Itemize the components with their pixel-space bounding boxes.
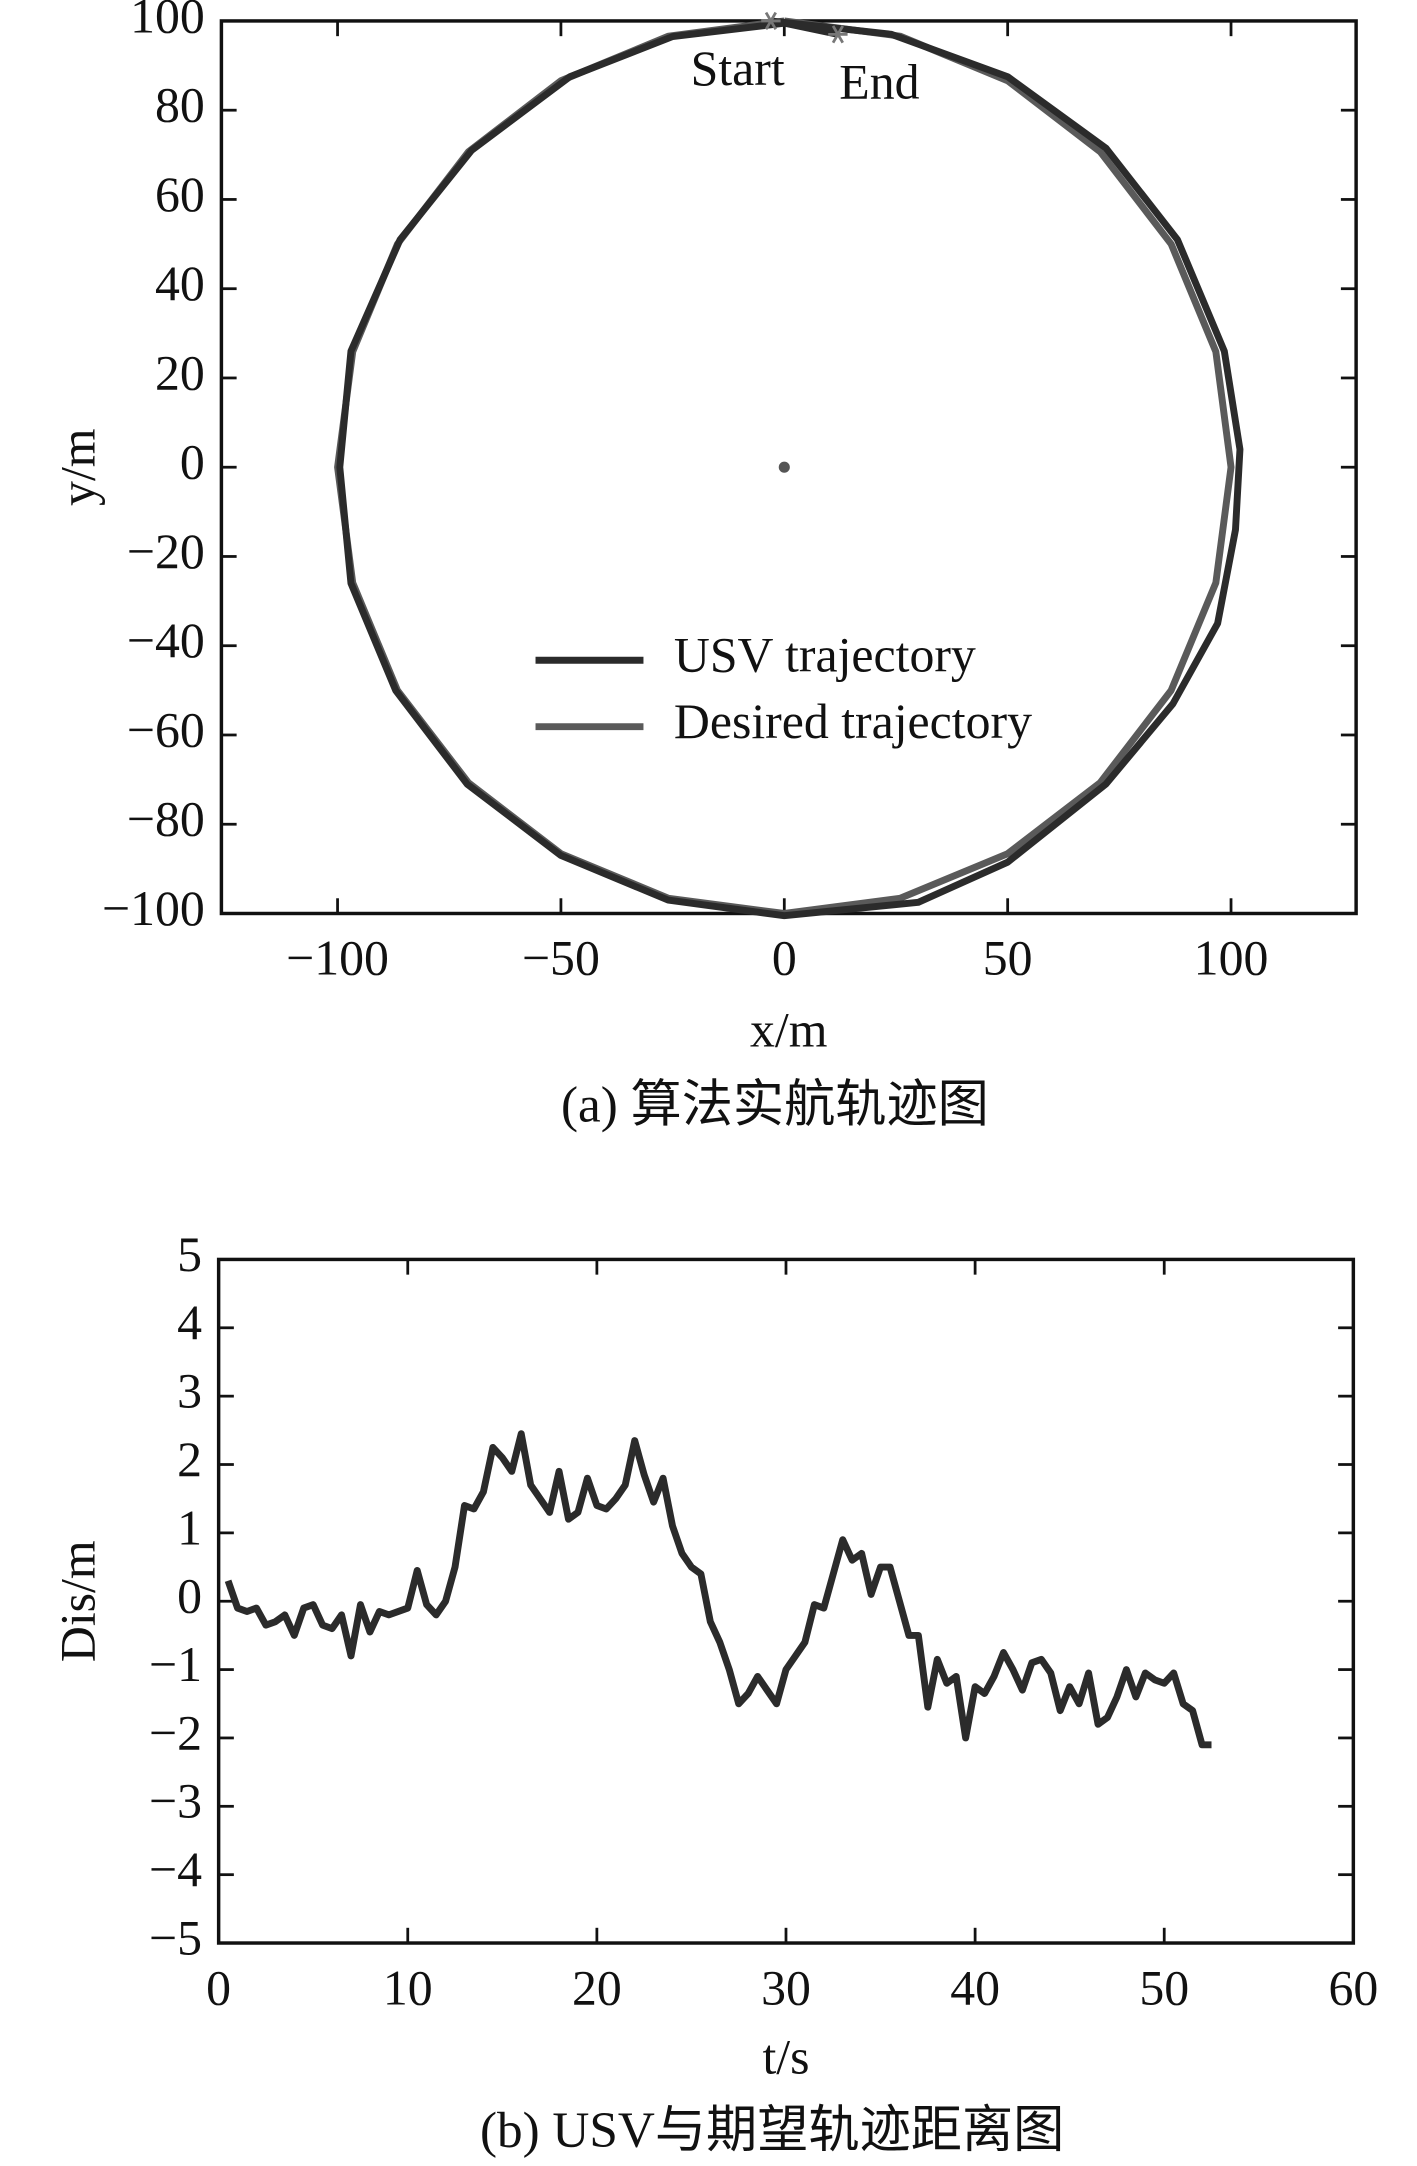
y-tick-label: 0 — [180, 435, 205, 490]
x-tick-label: 0 — [206, 1960, 231, 2015]
y-axis-label: y/m — [50, 428, 105, 505]
y-tick-label: −100 — [102, 881, 205, 936]
center-point — [778, 461, 790, 473]
point-marker — [761, 11, 781, 31]
y-tick-label: −80 — [127, 792, 205, 847]
annotation: End — [839, 54, 919, 109]
y-tick-label: −3 — [149, 1774, 202, 1829]
x-tick-label: −100 — [286, 931, 389, 986]
legend-label: USV trajectory — [674, 628, 976, 683]
x-tick-label: 60 — [1328, 1960, 1378, 2015]
x-tick-label: 50 — [983, 931, 1033, 986]
x-tick-label: 50 — [1139, 1960, 1189, 2015]
x-tick-label: 20 — [572, 1960, 622, 2015]
y-tick-label: −5 — [149, 1910, 202, 1965]
y-tick-label: 0 — [177, 1569, 202, 1624]
y-tick-label: −1 — [149, 1637, 202, 1692]
y-tick-label: −2 — [149, 1705, 202, 1760]
x-tick-label: 10 — [383, 1960, 433, 2015]
point-marker — [828, 25, 848, 44]
y-tick-label: −4 — [149, 1842, 202, 1897]
x-tick-label: −50 — [522, 931, 600, 986]
y-tick-label: 40 — [155, 256, 205, 311]
y-tick-label: 100 — [130, 0, 205, 43]
distance-line — [224, 1430, 1212, 1749]
y-tick-label: 5 — [177, 1227, 202, 1282]
x-axis-label: x/m — [750, 1003, 827, 1058]
y-axis-label: Dis/m — [50, 1540, 105, 1662]
y-tick-label: 80 — [155, 78, 205, 133]
annotation: Start — [691, 41, 785, 96]
plot-frame — [216, 1257, 1356, 1945]
y-tick-label: 3 — [177, 1364, 202, 1419]
x-tick-label: 40 — [950, 1960, 1000, 2015]
y-tick-label: 1 — [177, 1500, 202, 1555]
x-tick-label: 100 — [1194, 931, 1269, 986]
y-tick-label: 4 — [177, 1295, 202, 1350]
y-tick-label: −40 — [127, 613, 205, 668]
caption: (a) 算法实航轨迹图 — [561, 1077, 989, 1134]
x-tick-label: 30 — [761, 1960, 811, 2015]
y-tick-label: −60 — [127, 702, 205, 757]
caption: (b) USV与期望轨迹距离图 — [480, 2102, 1064, 2159]
trajectory-line — [336, 17, 1244, 920]
y-tick-label: 2 — [177, 1432, 202, 1487]
x-tick-label: 0 — [772, 931, 797, 986]
y-tick-label: −20 — [127, 524, 205, 579]
y-tick-label: 20 — [155, 345, 205, 400]
x-axis-label: t/s — [762, 2029, 809, 2084]
legend-label: Desired trajectory — [674, 694, 1032, 749]
y-tick-label: 60 — [155, 167, 205, 222]
